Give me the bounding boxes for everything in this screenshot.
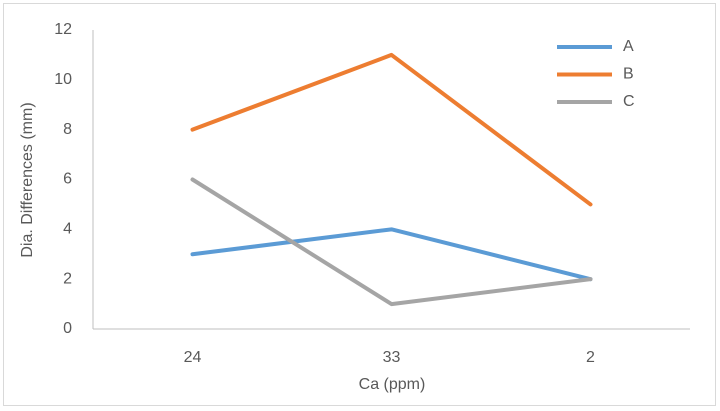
legend-label: B — [623, 66, 634, 83]
chart-frame — [3, 3, 716, 406]
x-tick-label: 24 — [184, 349, 202, 366]
y-tick-label: 6 — [63, 171, 72, 188]
legend-label: A — [623, 38, 634, 55]
x-tick-label: 33 — [383, 349, 401, 366]
y-axis-label: Dia. Differences (mm) — [19, 102, 36, 257]
y-tick-label: 10 — [54, 71, 72, 88]
line — [190, 227, 593, 282]
y-tick-label: 8 — [63, 121, 72, 138]
y-tick-label: 2 — [63, 270, 72, 287]
x-axis-label: Ca (ppm) — [359, 376, 426, 393]
y-tick-label: 4 — [63, 221, 72, 238]
legend-label: C — [623, 93, 635, 110]
line — [190, 52, 593, 207]
line — [190, 177, 593, 307]
y-tick-label: 12 — [54, 21, 72, 38]
y-tick-label: 0 — [63, 320, 72, 337]
x-tick-label: 2 — [586, 349, 595, 366]
